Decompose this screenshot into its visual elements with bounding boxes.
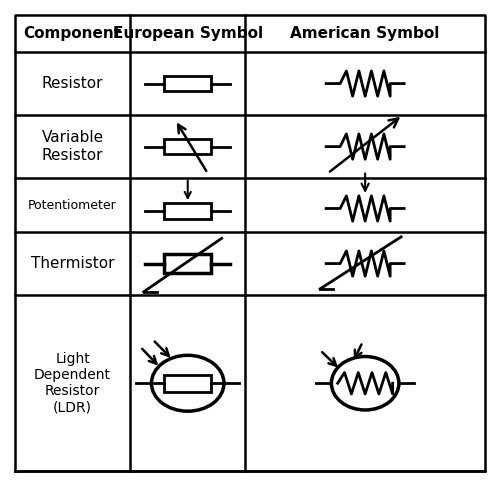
Text: Resistor: Resistor <box>42 76 104 91</box>
Bar <box>164 76 212 91</box>
Bar <box>164 254 212 273</box>
Text: American Symbol: American Symbol <box>290 26 440 41</box>
Bar <box>164 203 212 219</box>
Text: Variable
Resistor: Variable Resistor <box>42 130 104 163</box>
Text: European Symbol: European Symbol <box>112 26 263 41</box>
Text: Light
Dependent
Resistor
(LDR): Light Dependent Resistor (LDR) <box>34 352 111 415</box>
Bar <box>164 139 212 155</box>
Text: Thermistor: Thermistor <box>31 256 114 271</box>
Text: Component: Component <box>24 26 122 41</box>
Bar <box>164 375 212 392</box>
Text: Potentiometer: Potentiometer <box>28 199 117 211</box>
